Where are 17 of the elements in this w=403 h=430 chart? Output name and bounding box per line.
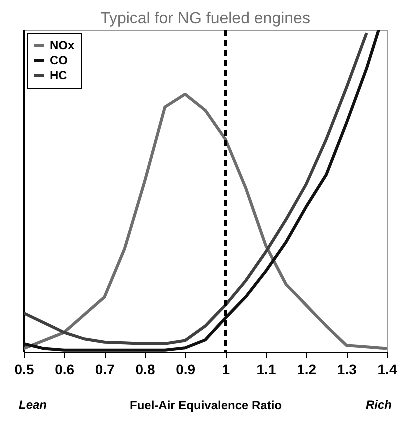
x-axis-title: Fuel-Air Equivalence Ratio: [130, 398, 282, 412]
x-tick-label: 1.2: [297, 362, 317, 378]
legend-label: NOx: [50, 38, 75, 52]
x-tick-label: 1.3: [337, 362, 358, 378]
x-tick-label: 1.1: [256, 362, 276, 378]
x-tick-label: 1.4: [378, 362, 398, 378]
x-tick-label: 0.9: [176, 362, 196, 378]
legend-label: HC: [50, 68, 68, 82]
x-tick-label: 0.5: [14, 362, 34, 378]
legend-label: CO: [50, 54, 68, 68]
text: Lean: [19, 398, 48, 412]
x-tick-label: 0.8: [136, 362, 156, 378]
x-tick-label: 0.6: [55, 362, 75, 378]
chart-title: Typical for NG fueled engines: [100, 10, 310, 28]
x-tick-label: 0.7: [95, 362, 116, 378]
text: Rich: [366, 398, 392, 412]
x-tick-label: 1: [222, 362, 230, 378]
